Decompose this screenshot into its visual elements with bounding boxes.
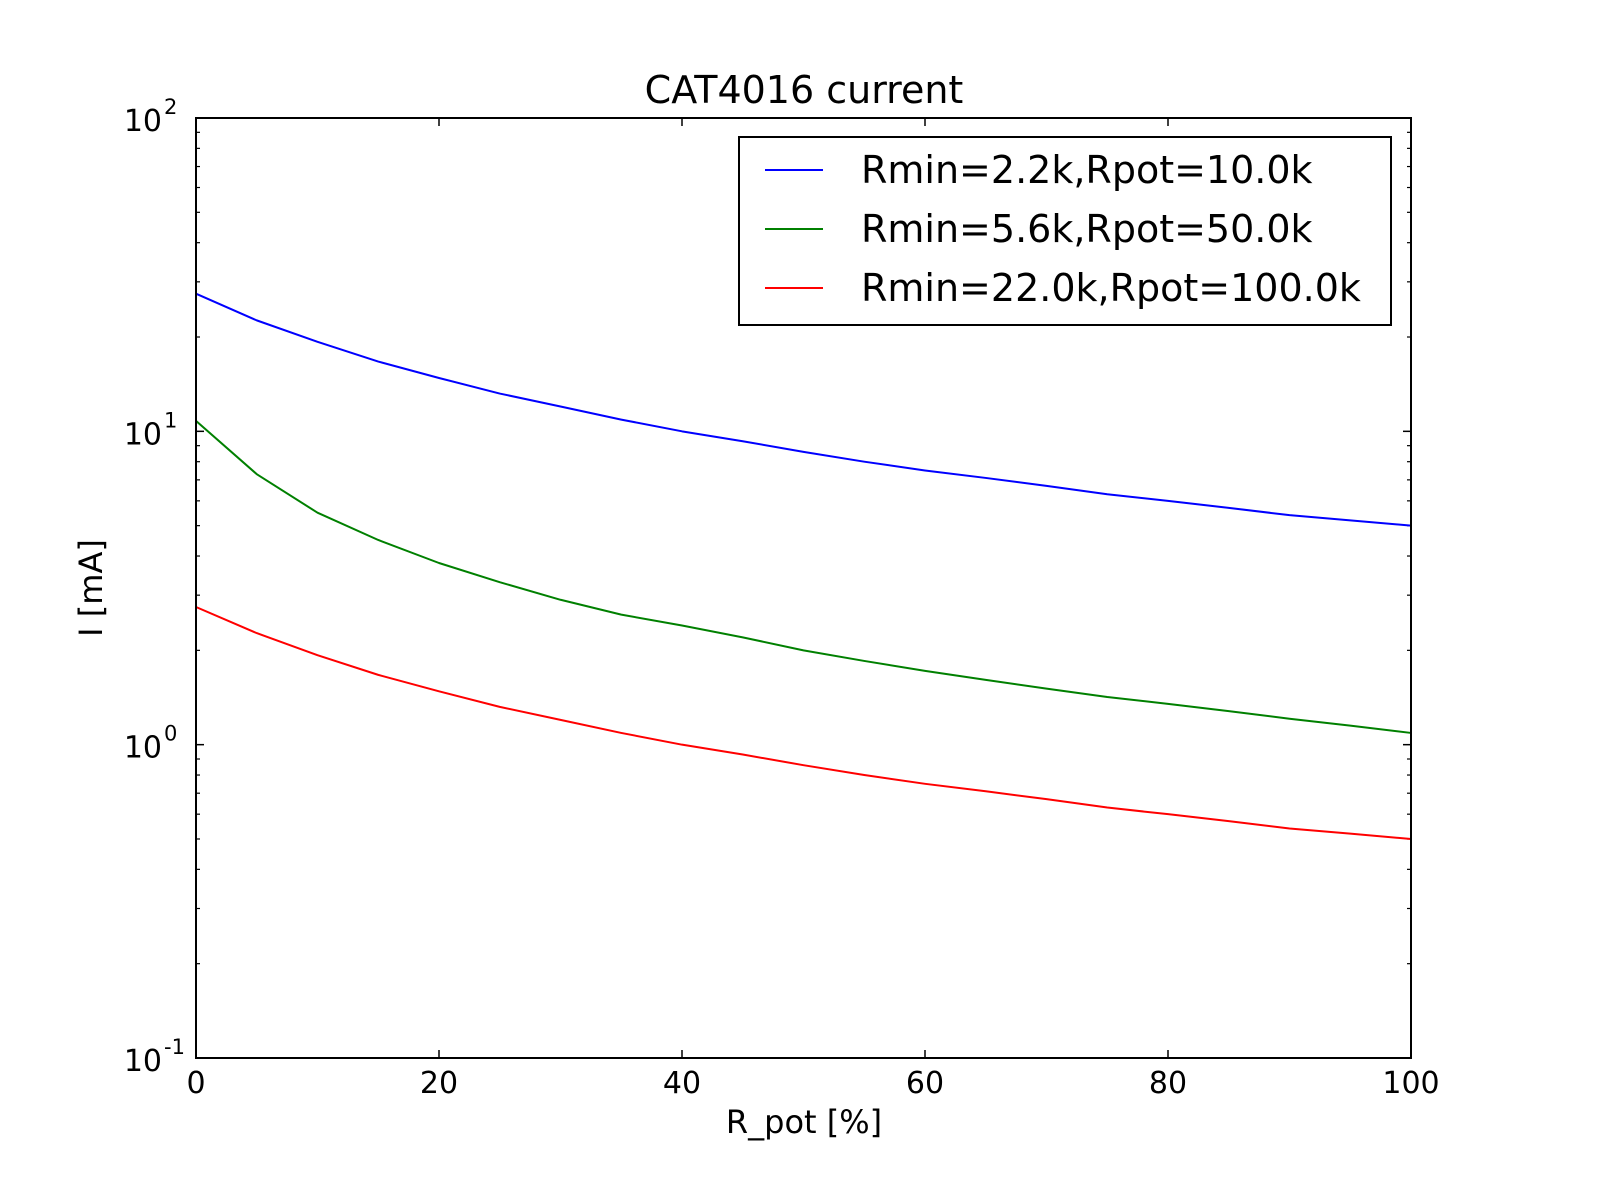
plot-frame [195,117,1412,1059]
y-tick-label: 10 [124,1044,162,1079]
series-line [195,420,1412,734]
x-tick-label: 80 [1149,1066,1187,1101]
y-tick-label-exponent: 1 [164,408,177,432]
chart-title: CAT4016 current [645,68,964,112]
legend-label: Rmin=5.6k,Rpot=50.0k [861,207,1313,251]
y-tick-label-exponent: -1 [164,1035,185,1059]
x-tick-label: 100 [1382,1066,1439,1101]
x-tick-label: 40 [663,1066,701,1101]
legend: Rmin=2.2k,Rpot=10.0k Rmin=5.6k,Rpot=50.0k… [738,136,1392,326]
series-lines [195,292,1412,840]
legend-label: Rmin=2.2k,Rpot=10.0k [861,148,1313,192]
x-tick-label: 0 [186,1066,205,1101]
x-tick-label: 60 [906,1066,944,1101]
x-axis-label: R_pot [%] [726,1103,882,1141]
legend-entries: Rmin=2.2k,Rpot=10.0k Rmin=5.6k,Rpot=50.0k… [765,148,1361,310]
y-axis-label: I [mA] [72,539,110,637]
legend-box [738,136,1392,326]
y-tick-label: 10 [124,731,162,766]
y-tick-label-exponent: 0 [164,722,177,746]
x-tick-label: 20 [420,1066,458,1101]
series-line [195,606,1412,840]
series-line [195,292,1412,527]
y-tick-label-exponent: 2 [164,95,177,119]
legend-label: Rmin=22.0k,Rpot=100.0k [861,266,1361,310]
y-tick-label: 10 [124,104,162,139]
y-tick-label: 10 [124,417,162,452]
